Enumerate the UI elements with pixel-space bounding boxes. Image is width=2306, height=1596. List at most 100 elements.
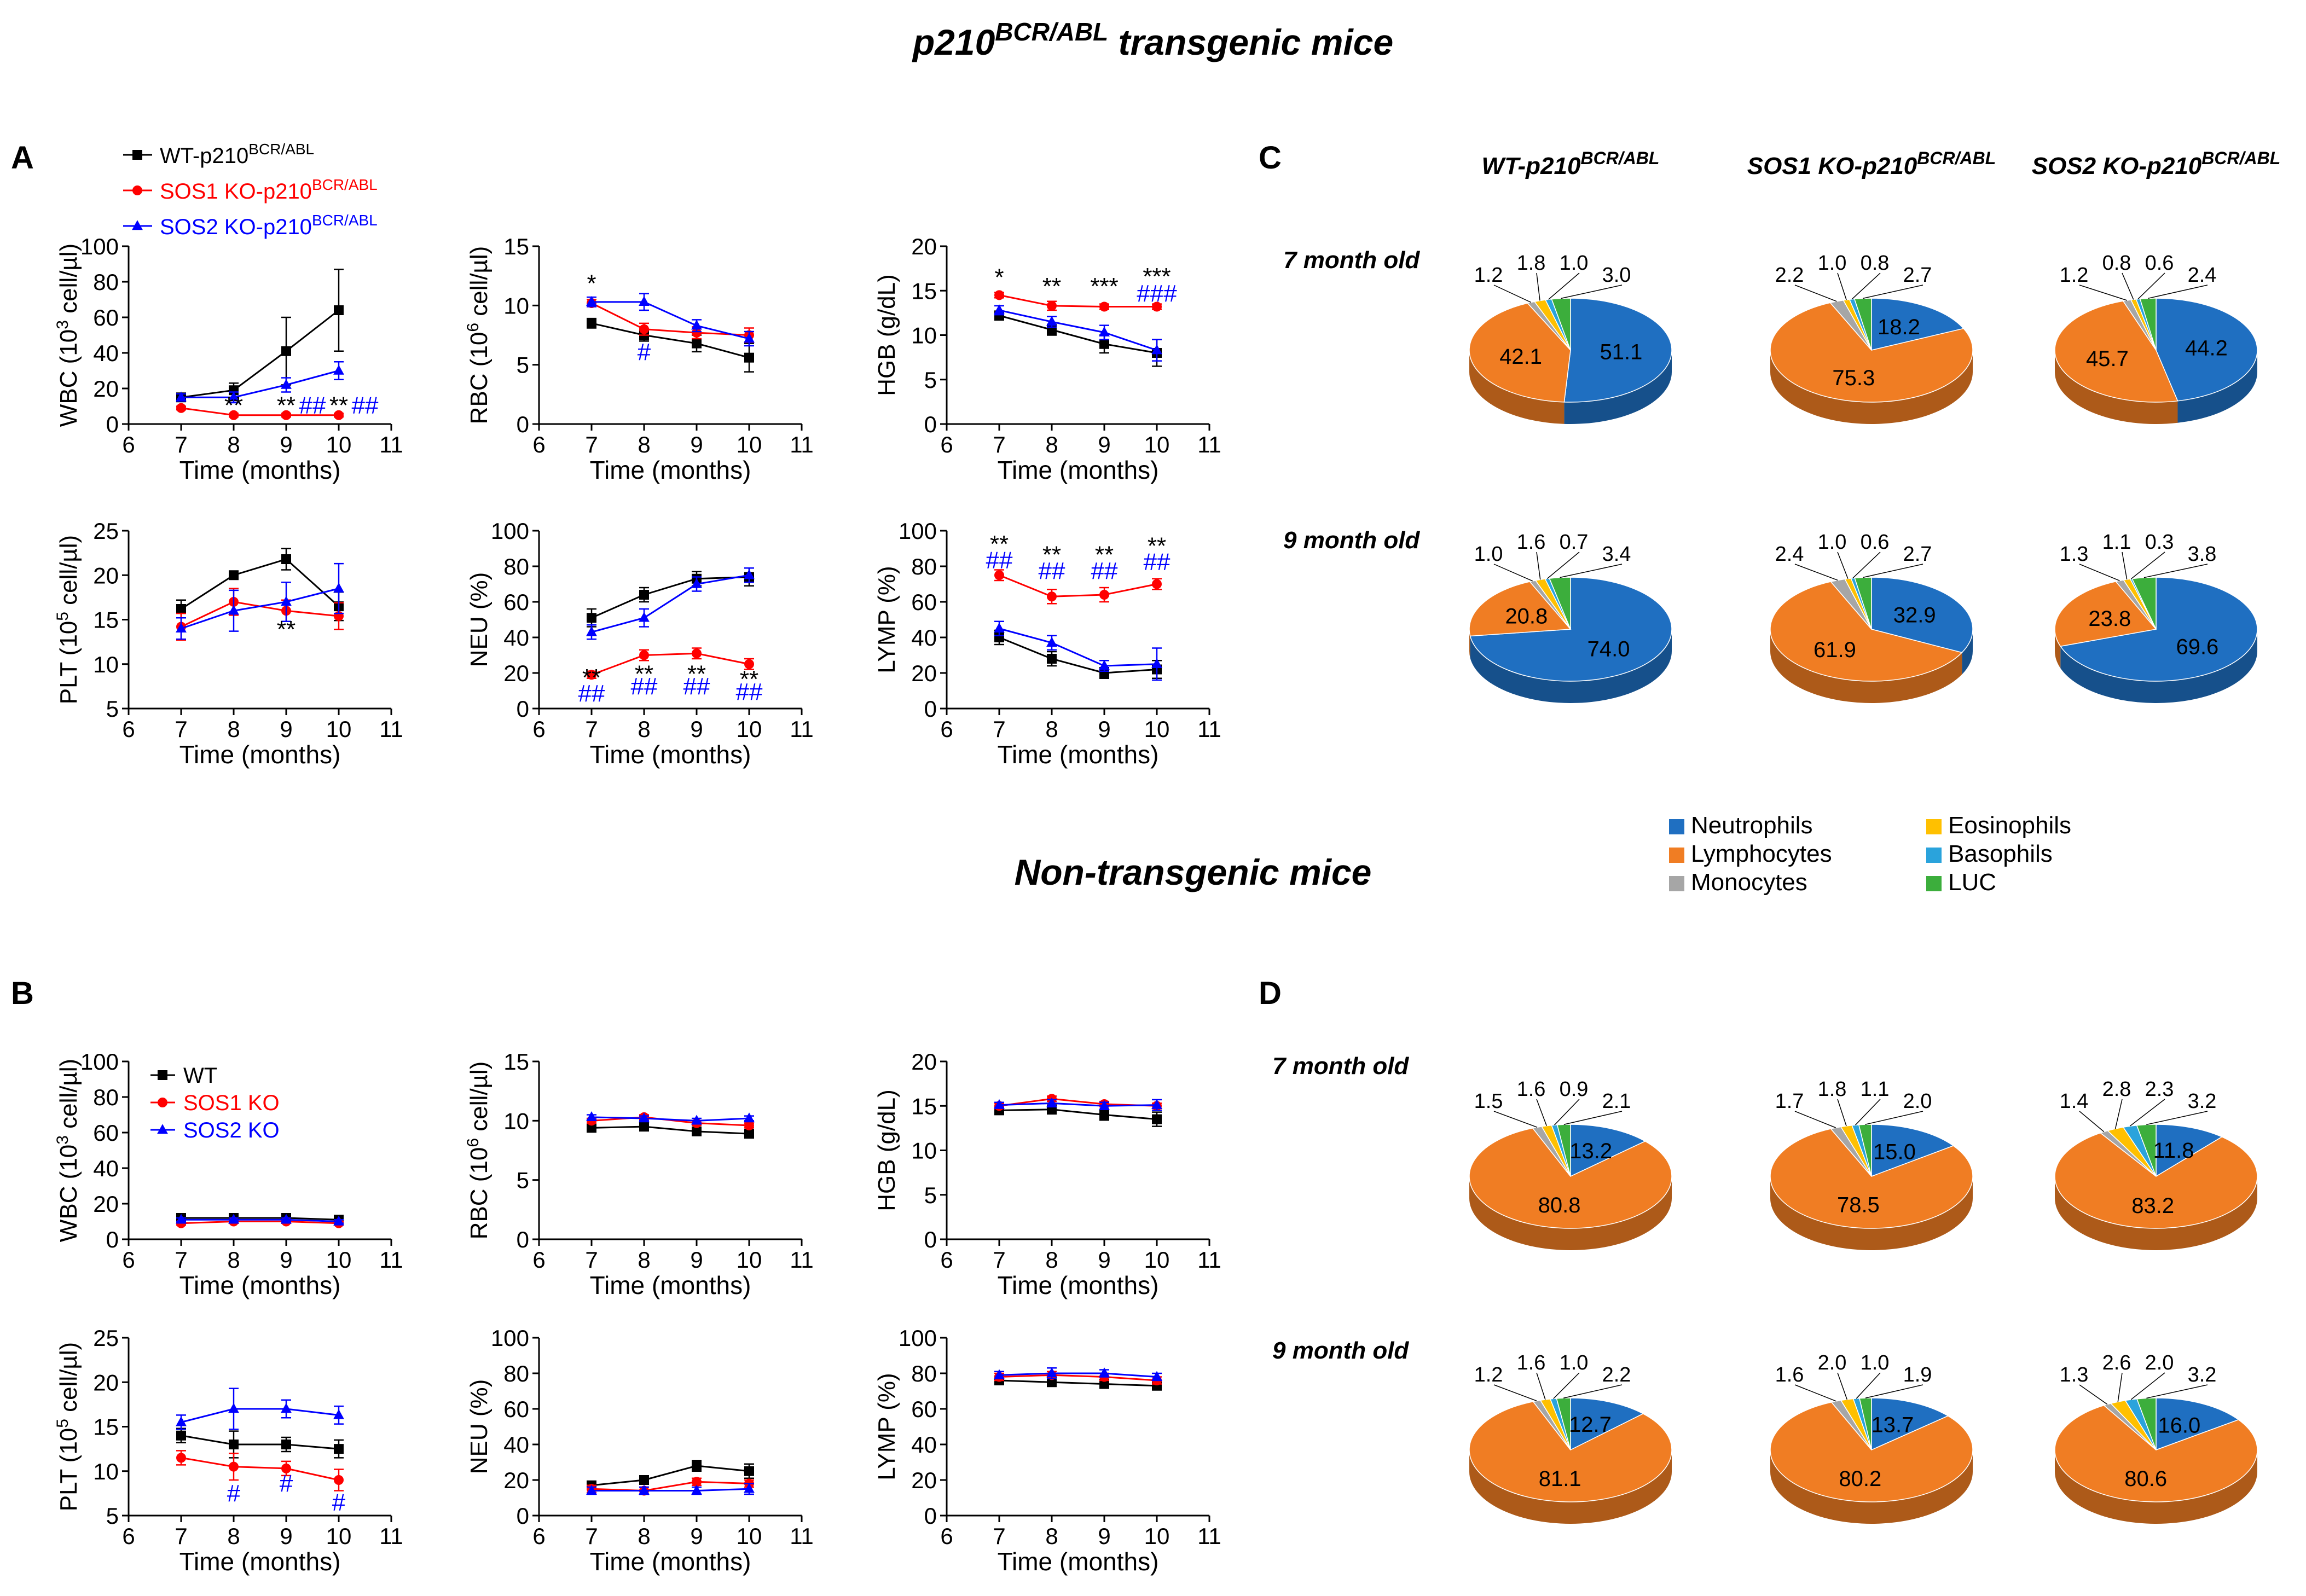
line-chart-B-6: 0 20 40 60 80 100 6 7 8 9 10 11 Time (months) LYMP (%… — [873, 1325, 1221, 1576]
significance-mark: * — [994, 264, 1004, 291]
series-line — [591, 1465, 750, 1487]
pie-value-label: 42.1 — [1499, 345, 1542, 369]
series-line — [592, 301, 750, 340]
pie-value-label: 1.0 — [1861, 1351, 1890, 1374]
series-line — [999, 1379, 1157, 1387]
data-point — [333, 1409, 344, 1419]
pie-value-label: 1.0 — [1560, 252, 1589, 275]
data-point — [692, 1126, 702, 1136]
data-point — [639, 612, 650, 622]
data-point — [1099, 1110, 1109, 1120]
data-point — [281, 1463, 291, 1473]
y-tick-label: 40 — [911, 625, 937, 651]
data-point — [586, 626, 597, 636]
data-point — [1152, 301, 1162, 312]
pie-value-label: 20.8 — [1505, 604, 1548, 628]
legend-label: Eosinophils — [1948, 812, 2071, 839]
pie-value-label: 1.6 — [1517, 1078, 1546, 1101]
leader-line — [2117, 1372, 2123, 1402]
pie-row-label: 9 month old — [1272, 1337, 1409, 1364]
data-point — [176, 1214, 187, 1224]
pie-value-label: 13.7 — [1872, 1413, 1914, 1437]
x-tick-label: 6 — [122, 1523, 135, 1549]
pie-slice-neutrophils — [1871, 1124, 1955, 1177]
data-point — [281, 1403, 292, 1413]
pie-legend-item: LUC — [1926, 869, 1996, 896]
x-tick-label: 11 — [1197, 432, 1221, 457]
pie-value-label: 3.8 — [2188, 543, 2217, 566]
pie-chart-D-6: 16.0 80.6 1.3 2.6 2.0 3.2 — [2054, 1351, 2258, 1524]
y-tick-label: 0 — [924, 411, 937, 437]
leader-line — [2143, 564, 2208, 578]
x-tick-label: 6 — [532, 716, 545, 742]
pie-chart-C-5: 32.9 61.9 2.4 1.0 0.6 2.7 — [1770, 531, 1973, 704]
bottom-title: Non-transgenic mice — [1015, 852, 1372, 892]
data-point — [1151, 344, 1162, 355]
leader-line — [1554, 1099, 1580, 1125]
y-tick-label: 25 — [93, 1325, 119, 1351]
y-tick-label: 0 — [924, 1227, 937, 1252]
y-tick-label: 40 — [93, 1156, 119, 1181]
pie-value-label: 3.2 — [2188, 1090, 2217, 1113]
series-line — [181, 1221, 339, 1224]
x-tick-label: 7 — [993, 716, 1005, 742]
leader-line — [1837, 1099, 1847, 1127]
series-triangle — [176, 361, 344, 404]
leader-line — [1837, 1372, 1848, 1400]
legend-label: SOS1 KO — [183, 1091, 280, 1115]
y-tick-label: 100 — [899, 518, 937, 544]
pie-chart-C-4: 74.0 20.8 1.0 1.6 0.7 3.4 — [1469, 531, 1672, 703]
data-point — [994, 1369, 1005, 1379]
x-tick-label: 7 — [585, 1523, 598, 1549]
series-square — [994, 310, 1162, 367]
data-point — [744, 569, 755, 579]
x-tick-label: 6 — [122, 716, 135, 742]
y-tick-label: 80 — [93, 269, 119, 295]
data-point — [228, 1214, 239, 1224]
pie-value-label: 12.7 — [1569, 1413, 1612, 1437]
series-triangle — [994, 1367, 1162, 1382]
data-point — [1099, 326, 1110, 336]
data-point — [692, 1477, 702, 1487]
pie-value-label: 74.0 — [1587, 637, 1630, 661]
line-chart-A-1: 0 20 40 60 80 100 6 7 8 9 10 11 Time (months) WBC (10… — [54, 234, 403, 484]
significance-mark: *** — [1090, 273, 1118, 300]
series-triangle — [176, 1388, 344, 1430]
data-point — [994, 622, 1005, 632]
significance-mark: ** — [740, 666, 758, 693]
y-tick-label: 100 — [491, 518, 529, 544]
legend-label: SOS1 KO-p210BCR/ABL — [160, 176, 378, 204]
series-line — [999, 628, 1157, 667]
y-tick-label: 0 — [924, 1503, 937, 1529]
pie-slice-lymphocytes — [1469, 303, 1571, 403]
leader-line — [1493, 1384, 1537, 1402]
x-tick-label: 6 — [940, 432, 953, 457]
x-tick-label: 9 — [690, 432, 703, 457]
data-point — [639, 1484, 650, 1495]
y-tick-label: 20 — [503, 1467, 529, 1493]
x-tick-label: 8 — [227, 1523, 240, 1549]
data-point — [229, 570, 239, 581]
pie-value-label: 2.0 — [1818, 1351, 1847, 1374]
leader-line — [1837, 552, 1849, 579]
series-line — [591, 576, 750, 619]
x-tick-label: 11 — [379, 432, 403, 457]
legend-label: Monocytes — [1691, 869, 1807, 896]
leader-line — [2137, 272, 2165, 300]
series-triangle — [176, 562, 344, 640]
data-point — [586, 1111, 597, 1122]
leader-line — [1794, 285, 1837, 302]
data-point — [994, 1099, 1005, 1109]
leader-line — [2131, 552, 2165, 579]
x-axis-label: Time (months) — [998, 456, 1159, 484]
line-chart-B-1: 0 20 40 60 80 100 6 7 8 9 10 11 Time (months) WBC (10… — [54, 1049, 403, 1299]
x-tick-label: 7 — [585, 432, 598, 457]
data-point — [281, 346, 291, 356]
pie-chart-D-5: 13.7 80.2 1.6 2.0 1.0 1.9 — [1770, 1351, 1973, 1524]
pie-slice-lymphocytes — [1469, 1401, 1672, 1502]
series-circle — [994, 290, 1162, 312]
series-triangle — [994, 1097, 1162, 1111]
x-tick-label: 10 — [326, 1247, 352, 1273]
pie-slice-lymphocytes — [2054, 300, 2178, 403]
series-line — [181, 1435, 339, 1450]
